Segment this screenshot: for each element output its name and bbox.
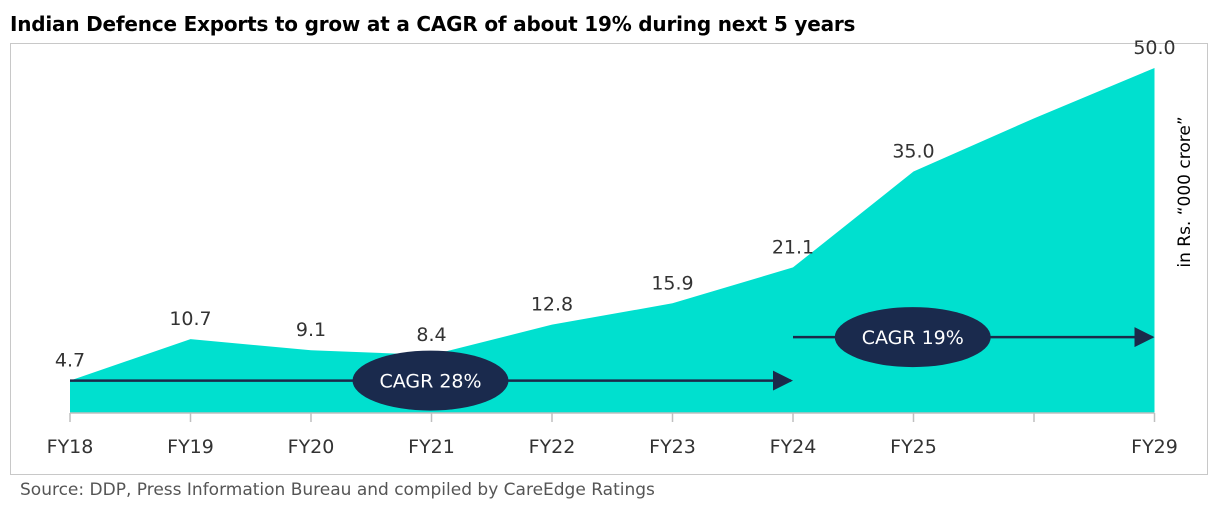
cagr-label: CAGR 19% — [862, 327, 964, 349]
x-tick-label: FY24 — [770, 436, 817, 458]
x-tick-label: FY29 — [1131, 436, 1178, 458]
source-note: Source: DDP, Press Information Bureau an… — [20, 480, 655, 500]
chart-frame — [10, 43, 1208, 475]
data-label: 35.0 — [892, 141, 934, 163]
x-tick-label: FY21 — [408, 436, 455, 458]
x-tick-label: FY20 — [288, 436, 335, 458]
x-tick-label: FY18 — [47, 436, 94, 458]
y-axis-label: in Rs. “000 crore” — [1175, 116, 1195, 267]
data-label: 10.7 — [169, 308, 211, 330]
cagr-ellipse — [834, 307, 991, 368]
value-labels: 4.7 10.7 9.1 8.4 12.8 15.9 21.1 35.0 50.0 — [55, 37, 1176, 372]
x-tick-label: FY23 — [649, 436, 696, 458]
data-label: 8.4 — [416, 324, 446, 346]
area-layer — [70, 68, 1155, 413]
data-label: 4.7 — [55, 350, 85, 372]
data-label: 21.1 — [772, 236, 814, 258]
cagr-ellipse — [352, 350, 509, 411]
x-tick-label: FY22 — [529, 436, 576, 458]
data-label: 12.8 — [531, 294, 573, 316]
x-axis: FY18 FY19 FY20 FY21 FY22 FY23 FY24 FY25 FY29 — [47, 412, 1178, 458]
cagr-annotations: CAGR 28% CAGR 19% — [70, 307, 1155, 411]
cagr-label: CAGR 28% — [379, 371, 481, 393]
x-tick-label: FY19 — [167, 436, 214, 458]
data-label: 15.9 — [651, 272, 693, 294]
chart-title: Indian Defence Exports to grow at a CAGR… — [10, 12, 856, 36]
data-label: 50.0 — [1133, 37, 1175, 59]
x-tick-label: FY25 — [890, 436, 937, 458]
data-label: 9.1 — [296, 319, 326, 341]
area-series — [70, 68, 1155, 413]
